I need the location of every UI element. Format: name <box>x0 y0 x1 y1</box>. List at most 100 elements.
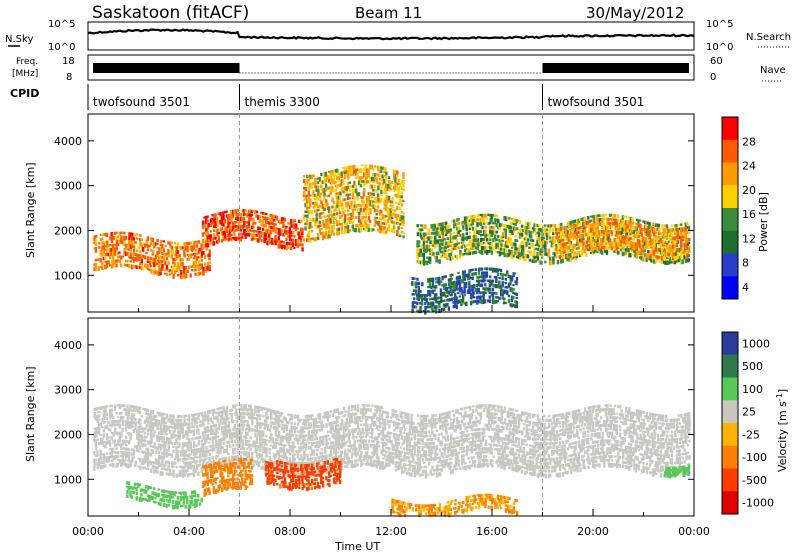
rti-cell <box>312 174 315 177</box>
rti-cell <box>364 168 367 173</box>
rti-cell <box>273 410 276 415</box>
rti-cell <box>377 165 380 171</box>
rti-cell <box>276 426 279 432</box>
colorbar-tick-label: 12 <box>742 232 756 245</box>
rti-cell <box>269 237 272 243</box>
rti-cell <box>491 295 495 301</box>
rti-cell <box>670 224 674 227</box>
rti-cell <box>528 258 532 262</box>
rti-cell <box>274 235 277 240</box>
rti-cell <box>509 275 512 281</box>
rti-cell <box>468 243 471 246</box>
rti-cell <box>137 426 140 430</box>
rti-cell <box>103 417 106 420</box>
rti-cell <box>421 252 424 257</box>
rti-cell <box>169 414 172 418</box>
rti-cell <box>328 222 331 227</box>
rti-cell <box>224 210 227 214</box>
rti-cell <box>344 225 347 230</box>
rti-cell <box>457 222 461 225</box>
rti-cell <box>435 277 438 281</box>
rti-cell <box>225 444 229 449</box>
rti-cell <box>295 449 298 454</box>
rti-cell <box>225 409 229 415</box>
rti-cell <box>646 225 650 231</box>
rti-cell <box>131 417 134 421</box>
rti-cell <box>590 235 593 241</box>
rti-cell <box>509 229 512 233</box>
rti-cell <box>203 243 206 249</box>
rti-cell <box>394 201 397 204</box>
rti-cell <box>680 243 683 247</box>
y-tick-label: 4000 <box>54 135 82 148</box>
rti-cell <box>377 185 380 191</box>
rti-cell <box>477 287 480 293</box>
rti-cell <box>159 447 162 451</box>
rti-cell <box>555 232 558 236</box>
rti-cell <box>490 213 493 219</box>
rti-cell <box>176 418 180 424</box>
rti-cell <box>170 433 173 439</box>
rti-cell <box>161 244 164 249</box>
rti-cell <box>471 247 475 251</box>
cpid-segment-label: twofsound 3501 <box>548 95 645 109</box>
rti-cell <box>116 443 120 446</box>
rti-cell <box>329 213 333 216</box>
rti-cell <box>202 458 205 463</box>
rti-cell <box>560 250 563 254</box>
rti-cell <box>411 293 414 296</box>
rti-cell <box>528 250 532 254</box>
rti-cell <box>162 464 166 468</box>
rti-cell <box>303 461 306 466</box>
rti-cell <box>164 421 167 425</box>
rti-cell <box>176 262 180 267</box>
rti-cell <box>104 240 107 244</box>
rti-cell <box>558 255 562 260</box>
rti-cell <box>243 228 246 233</box>
rti-cell <box>247 221 251 226</box>
rti-cell <box>586 224 590 228</box>
rti-cell <box>188 253 191 258</box>
rti-cell <box>177 446 180 449</box>
rti-cell <box>230 459 234 464</box>
rti-cell <box>217 212 220 216</box>
rti-cell <box>620 219 623 224</box>
rti-cell <box>345 170 348 174</box>
rti-cell <box>156 427 159 431</box>
rti-cell <box>444 245 448 250</box>
rti-cell <box>533 247 536 252</box>
rti-cell <box>241 412 245 416</box>
rti-cell <box>210 429 213 433</box>
rti-cell <box>381 226 385 231</box>
rti-cell <box>444 303 448 308</box>
rti-cell <box>159 243 163 246</box>
rti-cell <box>446 237 449 240</box>
rti-cell <box>125 243 128 248</box>
rti-cell <box>425 240 429 244</box>
rti-cell <box>246 439 249 444</box>
rti-cell <box>224 456 227 461</box>
rti-cell <box>318 224 321 227</box>
rti-cell <box>178 430 181 435</box>
rti-cell <box>150 468 153 473</box>
rti-cell <box>378 225 382 230</box>
rti-cell <box>488 287 492 291</box>
rti-cell <box>186 253 189 256</box>
rti-cell <box>107 455 110 461</box>
rti-cell <box>288 429 292 434</box>
rti-cell <box>486 250 489 255</box>
rti-cell <box>364 207 367 211</box>
rti-cell <box>594 230 598 235</box>
rti-cell <box>340 222 344 227</box>
rti-cell <box>192 265 196 268</box>
rti-cell <box>158 462 161 468</box>
rti-cell <box>266 217 269 221</box>
rti-cell <box>219 219 222 225</box>
rti-cell <box>98 258 101 261</box>
rti-cell <box>315 185 318 191</box>
rti-cell <box>211 237 214 243</box>
rti-cell <box>123 243 126 247</box>
rti-cell <box>107 428 111 431</box>
rti-cell <box>233 451 237 454</box>
